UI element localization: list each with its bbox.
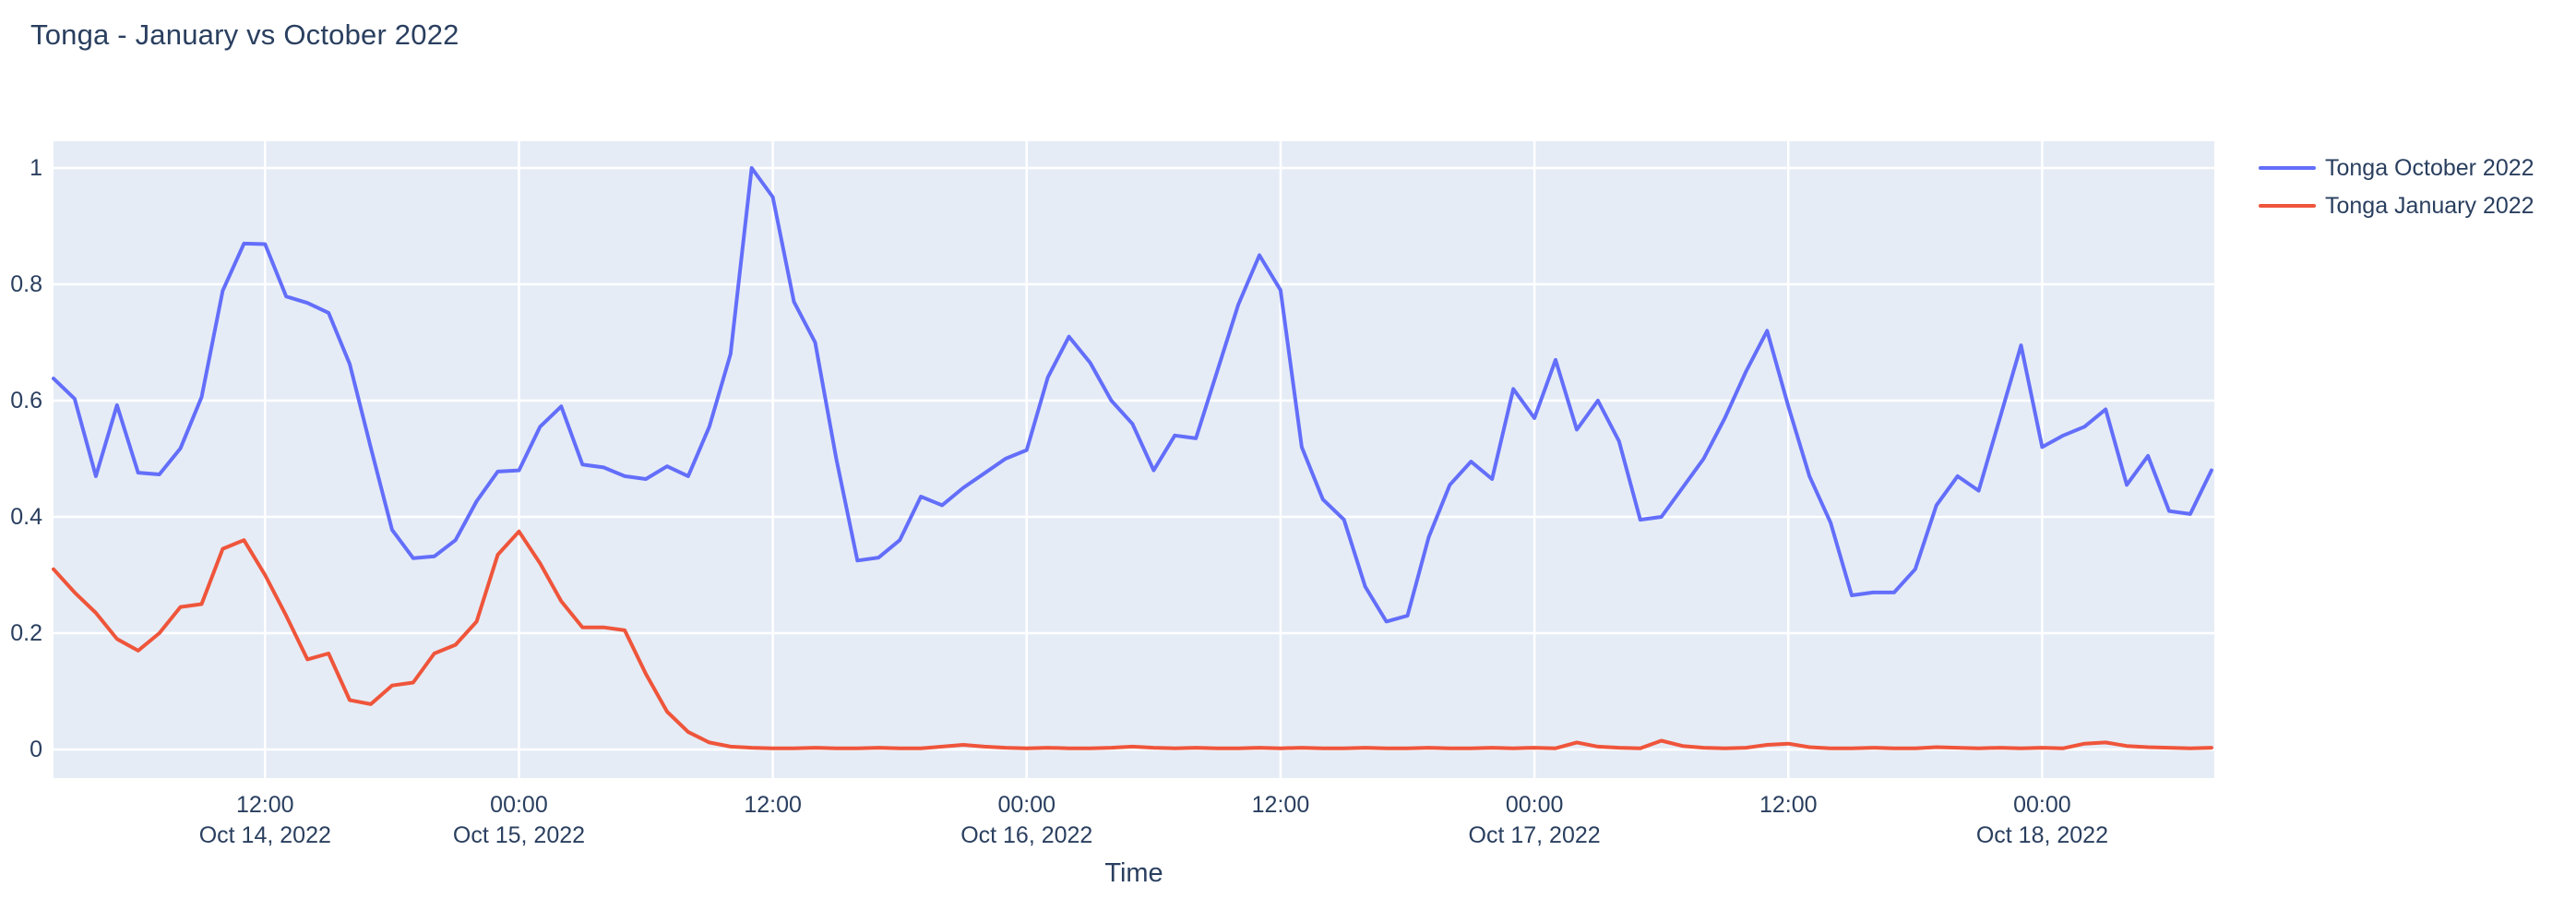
x-tick-label: 00:00 Oct 16, 2022 [960,790,1092,851]
y-tick-label: 0 [30,737,42,762]
series-line-tonga-october-2022 [52,166,2213,624]
x-tick-label: 00:00 Oct 17, 2022 [1469,790,1601,851]
legend-item-tonga-october-2022[interactable]: Tonga October 2022 [2259,153,2534,183]
legend-label: Tonga October 2022 [2325,154,2534,181]
legend-line-swatch [2259,204,2316,208]
x-tick-time: 00:00 [490,792,548,818]
x-tick-time: 12:00 [1251,792,1310,818]
y-tick-label: 0.8 [10,271,42,297]
x-tick-time: 12:00 [744,792,802,818]
y-tick-label: 0.6 [10,388,42,414]
chart-title: Tonga - January vs October 2022 [30,18,459,51]
x-axis-title: Time [1104,858,1163,888]
x-tick-label: 12:00 Oct 14, 2022 [199,790,331,851]
y-tick-label: 0.4 [10,504,42,530]
x-tick-time: 12:00 [236,792,294,818]
x-tick-date: Oct 16, 2022 [960,822,1093,848]
legend-label: Tonga January 2022 [2325,192,2534,219]
legend-item-tonga-january-2022[interactable]: Tonga January 2022 [2259,191,2534,221]
series-line-tonga-january-2022 [52,529,2213,750]
x-tick-date: Oct 17, 2022 [1468,822,1601,848]
plot-background [54,141,2214,778]
x-tick-date: Oct 18, 2022 [1975,822,2108,848]
x-tick-time: 12:00 [1759,792,1818,818]
legend: Tonga October 2022 Tonga January 2022 [2259,153,2534,221]
x-tick-date: Oct 15, 2022 [452,822,586,848]
x-tick-label: 12:00 [744,790,802,821]
x-tick-date: Oct 14, 2022 [198,822,331,848]
y-tick-label: 1 [30,155,42,181]
x-tick-time: 00:00 [1505,792,1564,818]
x-tick-label: 12:00 [1252,790,1310,821]
x-tick-time: 00:00 [997,792,1056,818]
legend-line-swatch [2259,166,2316,170]
x-tick-label: 12:00 [1759,790,1818,821]
x-tick-label: 00:00 Oct 18, 2022 [1976,790,2108,851]
x-tick-time: 00:00 [2013,792,2071,818]
y-tick-label: 0.2 [10,620,42,646]
x-tick-label: 00:00 Oct 15, 2022 [453,790,585,851]
